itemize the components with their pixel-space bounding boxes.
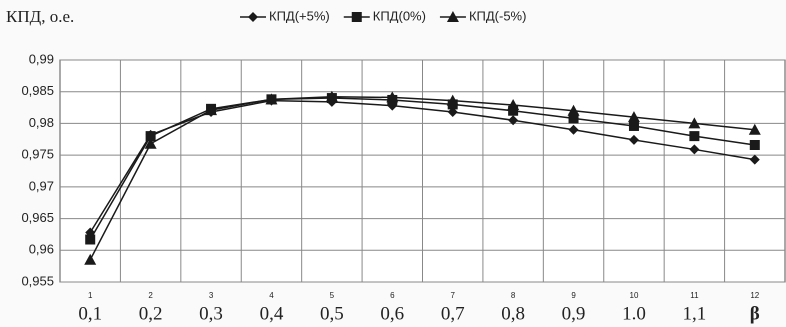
marker	[568, 113, 579, 124]
x-tick-label: 7	[450, 291, 455, 300]
series-line	[89, 97, 755, 240]
marker	[567, 104, 580, 116]
marker	[749, 154, 760, 165]
x-tick-label: 4	[269, 291, 274, 300]
x-tick-label: 12	[750, 291, 759, 300]
marker	[325, 90, 338, 102]
x-tick-label: 11	[690, 291, 699, 300]
x-tick-label: 6	[390, 291, 395, 300]
marker	[351, 12, 362, 22]
marker	[689, 144, 700, 155]
marker	[508, 115, 519, 126]
y-tick-label: 0,975	[21, 147, 54, 162]
marker	[446, 11, 459, 22]
beta-label: 1.0	[622, 303, 646, 324]
marker	[507, 99, 520, 111]
beta-label: 0,8	[501, 303, 525, 324]
marker	[627, 111, 640, 123]
series-line	[89, 96, 755, 261]
x-tick-label: 9	[571, 291, 576, 300]
legend-label: КПД(0%)	[373, 8, 426, 23]
marker	[508, 105, 519, 116]
x-tick-label: 1	[88, 291, 93, 300]
marker	[85, 234, 96, 245]
marker	[628, 120, 639, 131]
beta-label: 0,2	[139, 303, 163, 324]
y-tick-label: 0,985	[21, 83, 54, 98]
y-tick-label: 0,965	[21, 210, 54, 225]
y-axis-label: КПД, о.е.	[6, 7, 74, 26]
y-tick-label: 0,98	[29, 115, 54, 130]
marker	[628, 134, 639, 145]
marker	[386, 91, 399, 103]
legend-label: КПД(+5%)	[269, 8, 330, 23]
beta-label: 0,3	[199, 303, 223, 324]
legend-label: КПД(-5%)	[469, 8, 527, 23]
x-tick-label: 8	[511, 291, 516, 300]
y-tick-label: 0,99	[29, 51, 54, 66]
beta-label: 0,6	[380, 303, 404, 324]
x-tick-label: 5	[330, 291, 335, 300]
marker	[144, 137, 157, 149]
marker	[248, 12, 258, 22]
y-tick-label: 0,97	[29, 178, 54, 193]
marker	[748, 123, 761, 135]
x-tick-label: 3	[209, 291, 214, 300]
marker	[446, 94, 459, 106]
y-tick-label: 0,955	[21, 273, 54, 288]
beta-label: β	[750, 303, 760, 324]
marker	[205, 104, 218, 116]
beta-label: 0,9	[562, 303, 586, 324]
marker	[689, 131, 700, 142]
marker	[84, 253, 97, 265]
beta-label: 0,5	[320, 303, 344, 324]
marker	[447, 107, 458, 118]
beta-label: 0,1	[78, 303, 102, 324]
beta-label: 1,1	[683, 303, 707, 324]
beta-label: 0,7	[441, 303, 465, 324]
marker	[749, 139, 760, 150]
marker	[265, 93, 278, 105]
x-tick-label: 2	[148, 291, 153, 300]
marker	[688, 117, 701, 129]
marker	[568, 124, 579, 135]
x-tick-label: 10	[630, 291, 639, 300]
marker	[145, 131, 156, 142]
beta-label: 0,4	[260, 303, 284, 324]
y-tick-label: 0,96	[29, 242, 54, 257]
